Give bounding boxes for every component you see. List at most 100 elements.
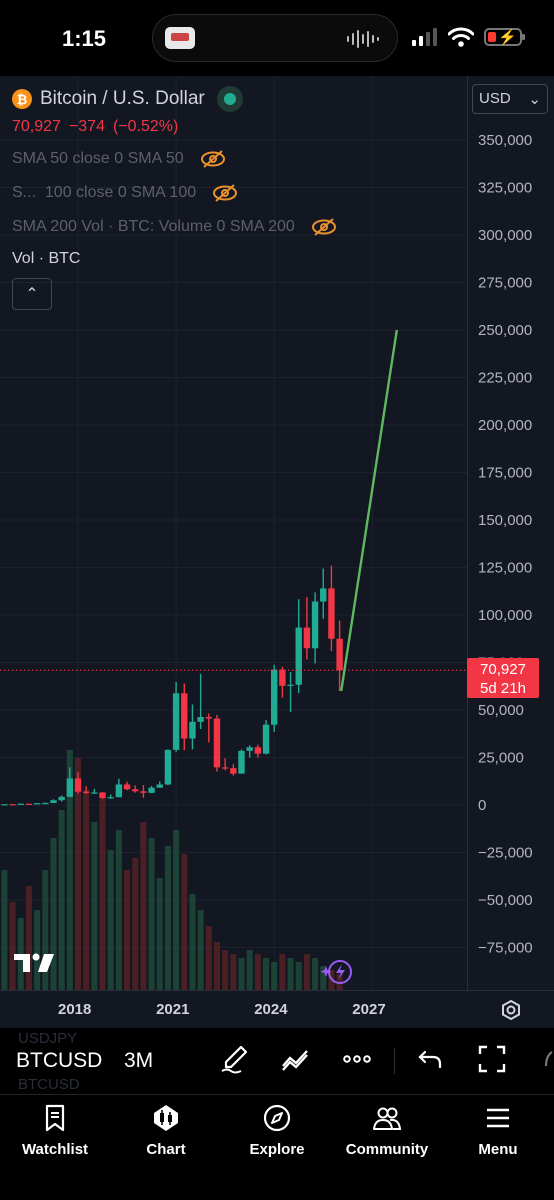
indicator-label: SMA 200 Vol · BTC: Volume 0 SMA 200 [12,218,295,235]
time-tick-label: 2027 [352,1001,386,1018]
chart-area[interactable]: 350,000 325,000 300,000 275,000 250,000 225,0… [0,76,554,990]
candle-body [336,638,343,671]
currency-value: USD [479,90,511,107]
candle-body [279,669,286,686]
candle-body [33,803,41,805]
volume-bar [140,822,147,990]
volume-bar [1,870,8,990]
indicator-sma100[interactable]: S... 100 close 0 SMA 100 [12,182,337,204]
price-change: −374 [68,118,105,135]
tab-explore[interactable]: Explore [222,1103,332,1158]
price-tick-label: 50,000 [478,702,524,719]
price-tick-label: 250,000 [478,322,532,339]
dynamic-island[interactable] [152,14,398,62]
tab-label: Chart [146,1141,186,1158]
candle-body [262,724,270,754]
symbol-title[interactable]: Bitcoin / U.S. Dollar [40,88,205,109]
volume-bar [279,954,286,990]
volume-bar [287,958,294,990]
volume-bar [320,966,327,990]
tab-chart[interactable]: Chart [111,1103,221,1158]
chart-settings-icon[interactable] [500,999,522,1021]
volume-bar [50,838,57,990]
tab-menu[interactable]: Menu [443,1103,553,1158]
candle-body [82,791,90,793]
fullscreen-icon[interactable] [477,1044,507,1074]
interval-selector[interactable]: 3M [124,1049,154,1072]
chart-toolbar: USDJPY BTCUSD BTCUSD 3M [0,1028,554,1094]
volume-bar [25,886,32,990]
candle-body [287,684,294,686]
volume-bar [295,962,302,990]
candle-body [221,767,229,769]
price-tick-label: 325,000 [478,180,532,197]
candlestick-chart[interactable]: 350,000 325,000 300,000 275,000 250,000 225,0… [0,76,554,990]
more-options-icon[interactable] [342,1044,372,1074]
candle-body [328,588,335,639]
candle-body [91,792,98,794]
price-tick-label: 225,000 [478,370,532,387]
chevron-down-icon: ⌄ [528,91,541,108]
price-tick-label: 150,000 [478,512,532,529]
currency-select[interactable]: USD ⌄ [472,84,548,114]
volume-bar [9,902,16,990]
candle-body [164,749,172,785]
symbol-selector[interactable]: BTCUSD [16,1049,103,1072]
ai-assistant-icon[interactable] [320,958,354,986]
bitcoin-icon: ₿ [12,89,32,109]
candle-body [148,787,155,793]
volume-bar [230,954,237,990]
more-tools-icon[interactable] [540,1044,554,1074]
hidden-eye-icon[interactable] [212,184,238,202]
candle-body [50,800,57,803]
candle-body [172,693,180,750]
indicator-sma200-volume[interactable]: SMA 200 Vol · BTC: Volume 0 SMA 200 [12,216,337,238]
tradingview-logo-icon[interactable] [14,952,56,972]
bookmark-icon [45,1104,65,1132]
tab-watchlist[interactable]: Watchlist [0,1103,110,1158]
volume-bar [254,954,261,990]
price-tick-label: 0 [478,797,486,814]
compass-icon [263,1104,291,1132]
volume-bar [66,750,73,990]
tab-label: Watchlist [21,1141,89,1158]
volume-bar [91,822,98,990]
volume-bar [156,878,163,990]
collapse-legend-button[interactable]: ⌃ [12,278,52,310]
undo-icon[interactable] [415,1044,445,1074]
volume-bar [58,810,65,990]
candle-body [254,747,262,754]
wifi-icon [448,27,474,47]
candle-body [197,717,204,722]
volume-bar [213,942,220,990]
volume-bar [205,926,212,990]
time-axis[interactable]: 2018 2021 2024 2027 [0,990,554,1028]
tab-community[interactable]: Community [332,1103,442,1158]
trend-line-tool-icon[interactable] [280,1044,310,1074]
volume-bar [164,846,171,990]
volume-bar [124,870,131,990]
price-tick-label: −50,000 [478,892,533,909]
volume-bar [115,830,122,990]
market-status-icon[interactable] [216,86,243,112]
toolbar-divider [394,1048,395,1074]
tab-label: Menu [478,1141,518,1158]
tab-label: Explore [249,1141,305,1158]
candle-chart-icon [154,1105,178,1131]
symbol-list-ghost: BTCUSD [18,1076,80,1093]
candle-body [107,797,114,799]
candle-body [311,601,319,649]
indicator-sma50[interactable]: SMA 50 close 0 SMA 50 [12,148,337,170]
volume-legend[interactable]: Vol · BTC [12,250,81,267]
hidden-eye-icon[interactable] [311,218,337,236]
candle-body [303,627,311,649]
draw-brush-icon[interactable] [219,1044,249,1074]
candle-body [156,784,163,788]
price-axis-separator [467,76,468,990]
volume-bar [189,894,196,990]
candle-body [230,768,237,774]
hidden-eye-icon[interactable] [200,150,226,168]
candle-body [271,669,278,725]
candle-body [238,750,245,774]
price-tick-label: 100,000 [478,607,532,624]
